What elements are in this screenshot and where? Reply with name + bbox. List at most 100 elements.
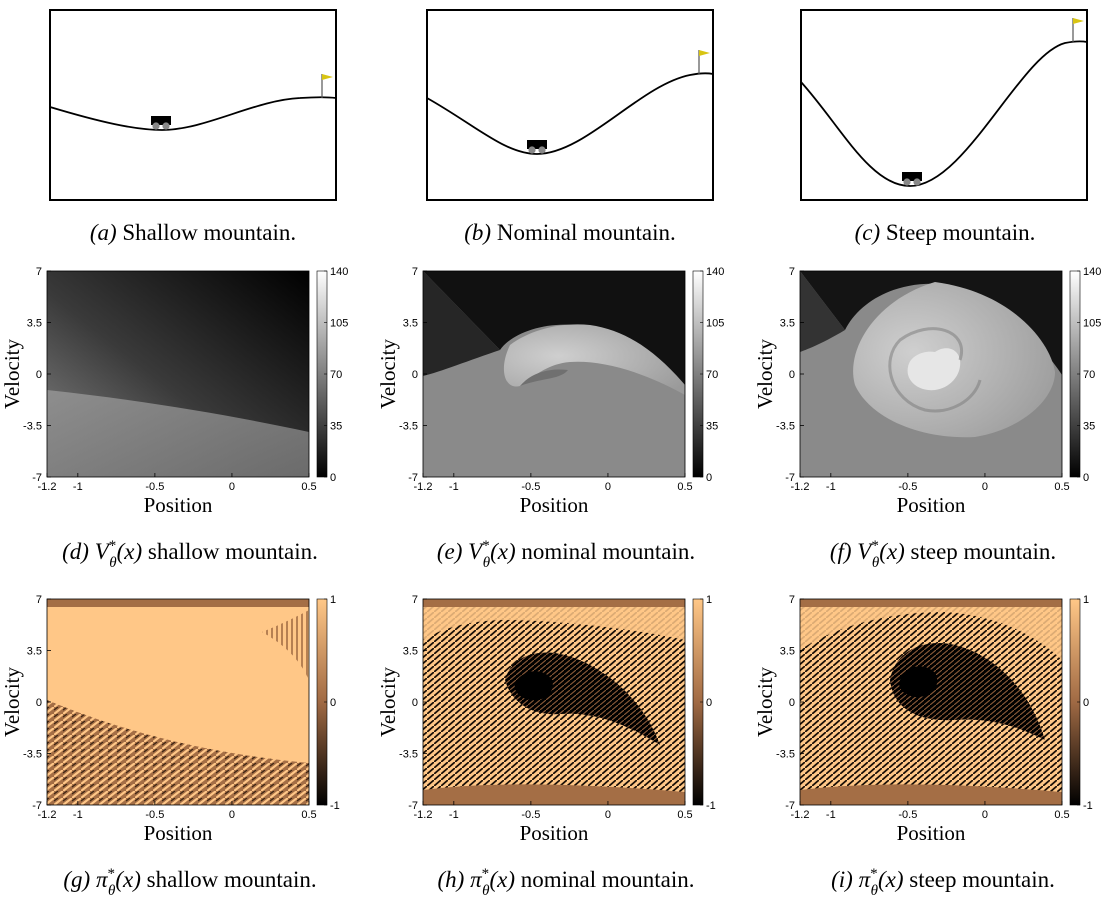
caption-a: (a) Shallow mountain.: [90, 220, 296, 245]
colorbar-tick-label: 140: [706, 266, 724, 278]
y-axis-label: Velocity: [753, 667, 777, 737]
colorbar-tick-label: 35: [706, 421, 718, 433]
y-axis-label: Velocity: [376, 339, 400, 409]
x-tick-label: 0.5: [1054, 809, 1069, 821]
y-tick-label: -3.5: [776, 421, 795, 433]
colorbar-tick-label: 35: [1083, 421, 1095, 433]
y-tick-label: -7: [408, 800, 418, 812]
axes-layer: -1.2 -1 -0.5 0 0.5 7 3.5 0 -3.5 -7 Position Velocit…: [0, 266, 1101, 898]
panel-f-value-heatmap: [799, 270, 1063, 478]
y-axis-label: Velocity: [376, 667, 400, 737]
x-tick-label: -1: [449, 809, 459, 821]
y-axis-label: Velocity: [753, 339, 777, 409]
panel-b-environment: [426, 9, 714, 201]
x-tick-label: -1: [449, 481, 459, 493]
colorbar-tick-label: 70: [330, 369, 342, 381]
y-tick-label: 7: [36, 594, 42, 606]
y-tick-label: 7: [789, 594, 795, 606]
x-tick-label: -0.5: [521, 809, 540, 821]
y-tick-label: -3.5: [23, 421, 42, 433]
colorbar-tick-label: 1: [330, 594, 336, 606]
goal-flag-icon: [1072, 18, 1084, 42]
x-tick-label: 0.5: [677, 481, 692, 493]
car-icon: [902, 172, 922, 186]
x-tick-label: 0.5: [301, 809, 316, 821]
x-tick-label: 0: [229, 481, 235, 493]
y-tick-label: -3.5: [23, 749, 42, 761]
y-tick-label: 7: [789, 266, 795, 278]
colorbar-tick-label: 1: [706, 594, 712, 606]
colorbar-tick-label: 0: [330, 472, 336, 484]
x-tick-label: 0.5: [301, 481, 316, 493]
x-tick-label: -1.2: [38, 809, 57, 821]
colorbar-tick-label: 0: [706, 697, 712, 709]
x-tick-label: -1.2: [791, 481, 810, 493]
caption-f: (f) V* θ(x) steep mountain.: [830, 538, 1056, 571]
car-icon: [151, 116, 171, 130]
panel-h-policy-heatmap: [422, 598, 686, 806]
y-tick-label: 0: [412, 369, 418, 381]
colorbar-tick-label: -1: [1083, 800, 1093, 812]
caption-b: (b) Nominal mountain.: [464, 220, 675, 245]
x-tick-label: -1: [826, 481, 836, 493]
caption-e: (e) V* θ(x) nominal mountain.: [437, 538, 695, 571]
panel-g-axes: -1.2 -1 -0.5 0 0.5 7 3.5 0 -3.5 -7 Position Velocit…: [0, 594, 340, 898]
caption-d: (d) V* θ(x) shallow mountain.: [62, 538, 318, 571]
x-tick-label: -0.5: [145, 809, 164, 821]
y-tick-label: 0: [789, 697, 795, 709]
caption-i: (i) π* θ(x) steep mountain.: [831, 866, 1055, 898]
x-tick-label: -1: [73, 481, 83, 493]
x-axis-label: Position: [897, 821, 966, 845]
x-tick-label: 0: [229, 809, 235, 821]
panel-a-environment: [49, 9, 337, 201]
y-tick-label: 0: [789, 369, 795, 381]
y-tick-label: 3.5: [27, 318, 42, 330]
x-tick-label: -0.5: [145, 481, 164, 493]
colorbar-tick-label: 105: [330, 318, 348, 330]
panel-f-axes: -1.2 -1 -0.5 0 0.5 7 3.5 0 -3.5 -7 Position Velocit…: [753, 266, 1101, 571]
caption-h: (h) π* θ(x) nominal mountain.: [437, 866, 694, 898]
colorbar-tick-label: 0: [706, 472, 712, 484]
x-tick-label: -0.5: [898, 809, 917, 821]
x-axis-label: Position: [144, 821, 213, 845]
colorbar-tick-label: 70: [706, 369, 718, 381]
y-tick-label: -3.5: [399, 421, 418, 433]
colorbar-tick-label: -1: [706, 800, 716, 812]
panel-h-axes: -1.2 -1 -0.5 0 0.5 7 3.5 0 -3.5 -7 Position Velocit…: [376, 594, 716, 898]
x-tick-label: 0.5: [1054, 481, 1069, 493]
y-tick-label: -7: [785, 472, 795, 484]
y-tick-label: 7: [36, 266, 42, 278]
x-tick-label: 0: [982, 481, 988, 493]
y-tick-label: -7: [32, 800, 42, 812]
x-axis-label: Position: [520, 493, 589, 517]
colorbar-tick-label: -1: [330, 800, 340, 812]
x-tick-label: -0.5: [898, 481, 917, 493]
y-tick-label: 7: [412, 594, 418, 606]
y-tick-label: 0: [36, 697, 42, 709]
x-tick-label: -1: [826, 809, 836, 821]
colorbar-tick-label: 140: [1083, 266, 1101, 278]
x-axis-label: Position: [897, 493, 966, 517]
goal-flag-icon: [698, 50, 710, 74]
x-tick-label: 0: [605, 481, 611, 493]
colorbar-tick-label: 0: [1083, 472, 1089, 484]
x-tick-label: 0: [605, 809, 611, 821]
panel-e-value-heatmap: [422, 270, 686, 478]
y-axis-label: Velocity: [0, 339, 24, 409]
x-tick-label: -1.2: [38, 481, 57, 493]
x-tick-label: -1.2: [414, 481, 433, 493]
panel-i-policy-heatmap: [799, 598, 1063, 806]
colorbar-tick-label: 35: [330, 421, 342, 433]
y-tick-label: 3.5: [780, 646, 795, 658]
y-axis-label: Velocity: [0, 667, 24, 737]
colorbar-tick-label: 70: [1083, 369, 1095, 381]
y-tick-label: 3.5: [403, 318, 418, 330]
colorbar-tick-label: 1: [1083, 594, 1089, 606]
y-tick-label: -3.5: [399, 749, 418, 761]
mountain-curve: [426, 72, 714, 155]
y-tick-label: 3.5: [403, 646, 418, 658]
y-tick-label: 3.5: [27, 646, 42, 658]
mountain-curve: [49, 96, 337, 131]
colorbar-tick-label: 105: [706, 318, 724, 330]
